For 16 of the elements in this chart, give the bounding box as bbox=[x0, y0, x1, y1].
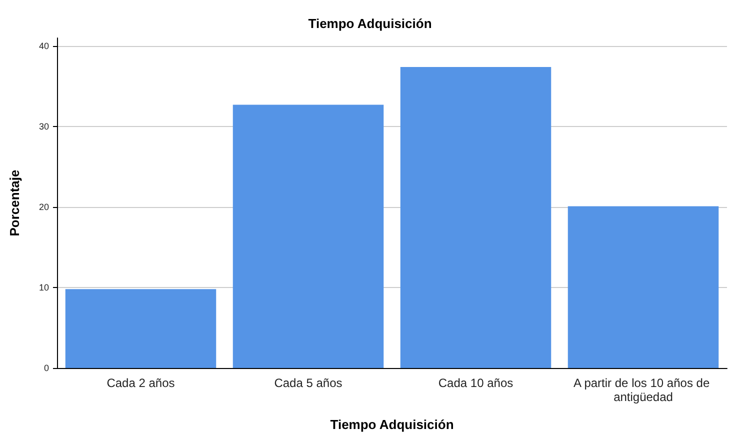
y-tick-label: 0 bbox=[44, 363, 49, 373]
x-tick-label: Cada 5 años bbox=[274, 376, 342, 390]
bar bbox=[65, 289, 216, 368]
y-axis-title: Porcentaje bbox=[7, 170, 22, 236]
x-tick-label: Cada 2 años bbox=[106, 376, 175, 390]
x-axis-title: Tiempo Adquisición bbox=[330, 417, 454, 432]
x-tick-label: Cada 10 años bbox=[438, 376, 514, 390]
y-tick-label: 40 bbox=[38, 41, 49, 52]
y-tick-label: 20 bbox=[38, 202, 49, 212]
y-tick-label: 10 bbox=[38, 282, 49, 293]
chart-title: Tiempo Adquisición bbox=[308, 16, 432, 31]
y-tick-label: 30 bbox=[38, 122, 49, 132]
bar bbox=[400, 66, 552, 368]
bar bbox=[568, 206, 719, 368]
x-tick-label: A partir de los 10 años de antigüedad bbox=[574, 376, 713, 404]
bar bbox=[232, 104, 384, 368]
